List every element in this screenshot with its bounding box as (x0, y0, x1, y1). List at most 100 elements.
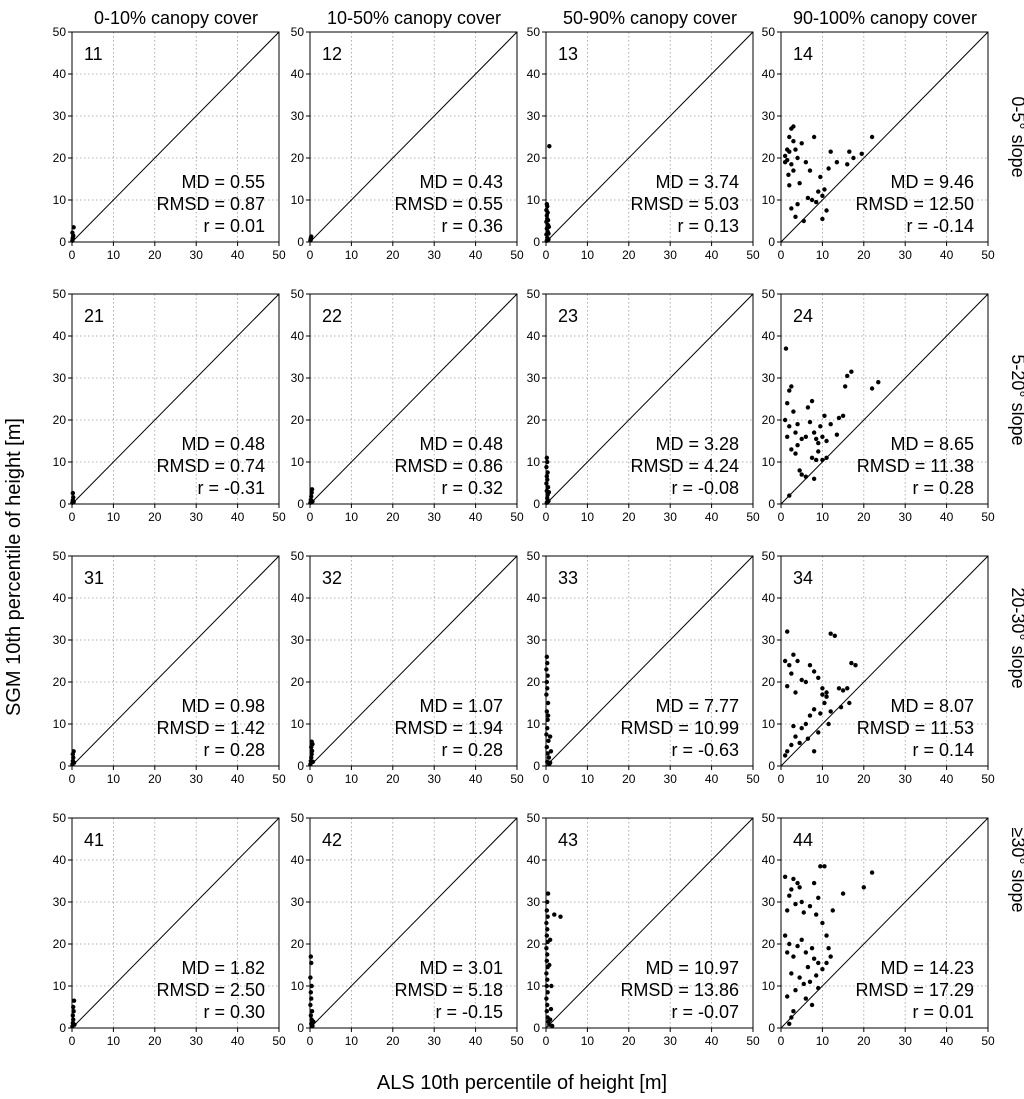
data-point (785, 684, 790, 689)
x-tick-label: 10 (581, 248, 595, 262)
data-point (826, 166, 831, 171)
y-tick-label: 10 (53, 455, 67, 469)
x-tick-label: 0 (69, 772, 76, 786)
data-point (787, 941, 792, 947)
x-tick-label: 30 (899, 772, 913, 786)
y-tick-label: 30 (53, 633, 67, 647)
x-tick-label: 0 (543, 772, 550, 786)
one-to-one-line (309, 293, 518, 505)
one-to-one-line (71, 31, 280, 243)
data-point (791, 876, 796, 882)
y-tick-label: 0 (768, 497, 775, 511)
data-point (836, 415, 842, 421)
x-tick-label: 0 (69, 248, 76, 262)
x-tick-label: 10 (107, 1034, 121, 1048)
x-tick-label: 10 (581, 510, 595, 524)
x-tick-label: 20 (622, 248, 636, 262)
x-tick-label: 40 (705, 248, 719, 262)
data-point (310, 1023, 315, 1029)
x-tick-label: 30 (190, 772, 204, 786)
data-point (824, 960, 829, 966)
data-point (545, 470, 550, 475)
data-point (822, 864, 827, 869)
data-point (851, 155, 856, 161)
data-point (803, 950, 809, 955)
data-point (869, 870, 875, 875)
x-tick-label: 0 (543, 1034, 550, 1048)
data-point (309, 752, 314, 757)
stat-r: r = 0.30 (203, 1002, 265, 1022)
data-point (72, 1022, 77, 1027)
x-tick-label: 10 (345, 510, 359, 524)
data-point (845, 373, 850, 379)
y-tick-label: 10 (527, 455, 541, 469)
one-to-one-line (71, 293, 280, 505)
y-tick-label: 20 (527, 675, 541, 689)
data-point (849, 660, 854, 666)
data-point (816, 895, 821, 900)
data-point (789, 671, 794, 676)
data-point (811, 707, 817, 712)
x-tick-label: 40 (469, 772, 483, 786)
data-point (785, 950, 790, 955)
x-tick-label: 50 (981, 510, 995, 524)
panel-label: 12 (322, 44, 342, 64)
stat-rmsd: RMSD = 5.03 (630, 194, 739, 214)
data-point (861, 885, 866, 890)
data-point (544, 971, 549, 976)
y-tick-label: 30 (53, 371, 67, 385)
data-point (859, 151, 864, 156)
data-point (308, 1002, 313, 1008)
data-point (544, 1009, 550, 1014)
data-point (840, 413, 846, 418)
data-point (545, 990, 550, 995)
data-point (816, 189, 821, 194)
x-tick-label: 30 (428, 1034, 442, 1048)
y-tick-label: 0 (768, 235, 775, 249)
data-point (550, 1023, 555, 1029)
x-tick-label: 30 (190, 510, 204, 524)
data-point (789, 384, 794, 389)
y-tick-label: 30 (527, 633, 541, 647)
data-point (822, 700, 827, 706)
x-tick-label: 40 (940, 772, 954, 786)
data-point (545, 673, 550, 678)
stat-r: r = 0.01 (203, 216, 265, 236)
plot-frame (309, 293, 518, 505)
data-point (308, 990, 314, 995)
data-point (787, 424, 792, 429)
y-tick-label: 30 (291, 633, 305, 647)
x-tick-label: 50 (746, 1034, 760, 1048)
data-point (816, 449, 821, 454)
x-tick-label: 20 (857, 772, 871, 786)
data-point (545, 751, 550, 756)
data-point (791, 1009, 796, 1014)
y-tick-label: 20 (527, 413, 541, 427)
x-tick-label: 20 (857, 1034, 871, 1048)
data-point (828, 954, 833, 959)
data-point (793, 147, 798, 152)
x-tick-label: 0 (69, 1034, 76, 1048)
panel-label: 24 (793, 306, 813, 326)
y-tick-label: 50 (527, 25, 541, 39)
data-point (785, 147, 790, 152)
row-title-2: 5-20° slope (1008, 354, 1024, 445)
y-tick-label: 20 (291, 151, 305, 165)
x-tick-label: 50 (510, 1034, 524, 1048)
data-point (795, 443, 800, 448)
data-point (787, 663, 792, 668)
x-tick-label: 40 (231, 248, 245, 262)
data-point (803, 474, 809, 479)
data-point (803, 996, 809, 1001)
panel-label: 11 (84, 44, 103, 64)
data-point (309, 1009, 315, 1014)
y-tick-label: 0 (59, 759, 66, 773)
y-tick-label: 50 (291, 25, 305, 39)
data-point (787, 388, 792, 393)
stat-r: r = 0.14 (912, 740, 974, 760)
data-point (830, 908, 835, 913)
